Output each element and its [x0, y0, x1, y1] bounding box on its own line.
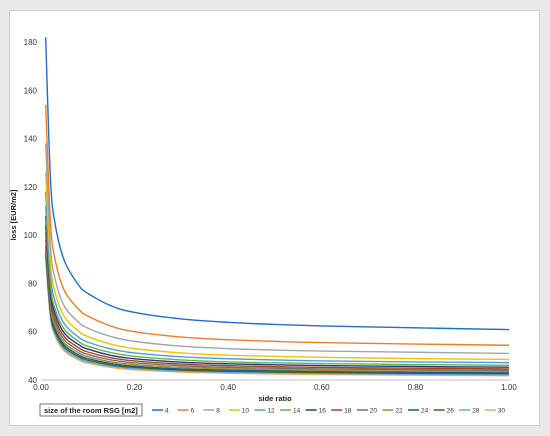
series-line-28 [44, 255, 510, 376]
series-line-18 [44, 225, 510, 370]
legend-label-8: 8 [216, 408, 220, 415]
y-tick-label: 40 [28, 376, 37, 385]
x-axis-title: side ratio [258, 394, 292, 403]
y-axis-title: loss [EUR/m2] [9, 189, 18, 240]
legend-label-12: 12 [267, 408, 275, 415]
legend-title-box [39, 403, 143, 417]
y-tick-label: 140 [24, 135, 38, 144]
y-tick-label: 120 [24, 183, 38, 192]
x-tick-labels: 0.00 0.20 0.40 0.60 0.80 1.00 [33, 383, 517, 392]
y-tick-label: 60 [28, 328, 37, 337]
legend-label-18: 18 [344, 408, 352, 415]
legend-label-24: 24 [421, 408, 429, 415]
series-line-4 [44, 37, 510, 331]
legend-label-6: 6 [191, 408, 195, 415]
series-line-6 [44, 104, 510, 346]
series-line-26 [44, 250, 510, 375]
y-tick-label: 160 [24, 86, 38, 95]
series-line-24 [44, 245, 510, 374]
legend-items: 4 6 8 10 12 14 16 18 20 22 24 26 28 30 [152, 408, 505, 415]
legend-label-28: 28 [472, 408, 480, 415]
series-line-10 [44, 172, 510, 361]
legend-title: size of the room RSG [m2] [44, 406, 138, 415]
series-line-8 [44, 143, 510, 355]
legend-label-4: 4 [165, 408, 169, 415]
x-tick-label: 0.40 [220, 383, 236, 392]
series-line-30 [44, 259, 510, 377]
series-line-20 [44, 232, 510, 372]
series-line-12 [44, 191, 510, 364]
legend-label-26: 26 [447, 408, 455, 415]
series-line-14 [44, 206, 510, 366]
legend-label-16: 16 [319, 408, 327, 415]
series-line-16 [44, 215, 510, 368]
y-tick-label: 80 [28, 279, 37, 288]
legend-label-30: 30 [498, 408, 506, 415]
x-tick-label: 1.00 [501, 383, 517, 392]
y-tick-labels: 40 60 80 100 120 140 160 180 [24, 38, 38, 385]
series-lines [44, 37, 510, 377]
legend-label-20: 20 [370, 408, 378, 415]
legend: size of the room RSG [m2] 4 6 8 10 12 14 16 18 2… [39, 403, 505, 417]
series-line-22 [44, 239, 510, 373]
x-tick-label: 0.20 [127, 383, 143, 392]
y-tick-label: 180 [24, 38, 38, 47]
y-tick-label: 100 [24, 231, 38, 240]
x-tick-label: 0.60 [314, 383, 330, 392]
legend-label-10: 10 [242, 408, 250, 415]
legend-label-14: 14 [293, 408, 301, 415]
x-tick-label: 0.00 [33, 383, 49, 392]
x-tick-label: 0.80 [408, 383, 424, 392]
legend-label-22: 22 [395, 408, 403, 415]
